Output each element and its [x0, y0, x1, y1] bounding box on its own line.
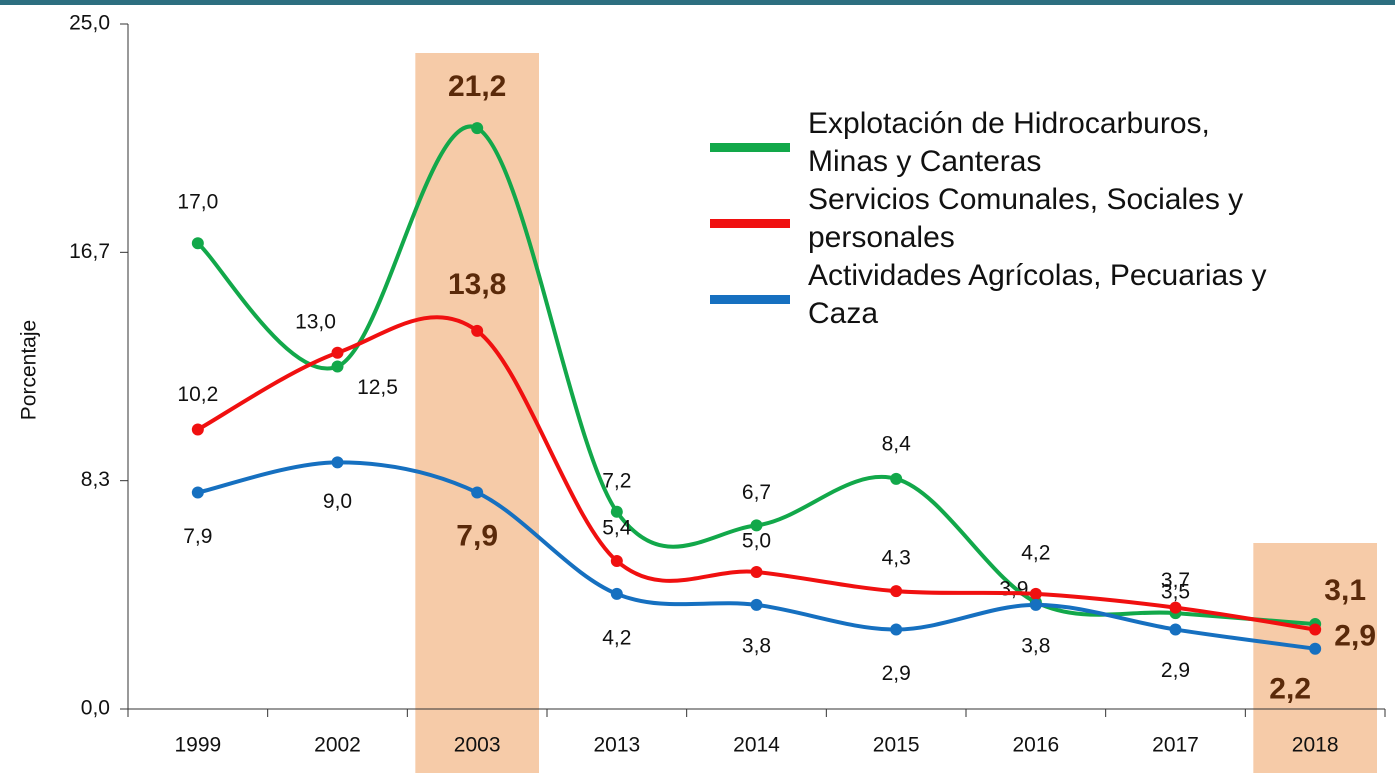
- data-point: [750, 598, 763, 611]
- legend-item: Actividades Agrícolas, Pecuarias y Caza: [705, 257, 1285, 333]
- y-tick-label: 8,3: [81, 468, 110, 491]
- x-tick-label: 2015: [873, 734, 920, 757]
- data-label: 3,8: [1021, 634, 1050, 657]
- data-label: 7,9: [183, 525, 212, 548]
- data-label: 5,0: [742, 530, 771, 553]
- series-line: [196, 315, 1316, 632]
- legend-item: Explotación de Hidrocarburos, Minas y Ca…: [705, 105, 1285, 181]
- legend: Explotación de Hidrocarburos, Minas y Ca…: [705, 105, 1285, 333]
- data-point: [331, 346, 344, 359]
- y-tick-label: 25,0: [69, 12, 110, 35]
- data-label: 2,9: [1334, 619, 1376, 652]
- top-bar: [0, 0, 1395, 5]
- x-tick-label: 2016: [1012, 734, 1059, 757]
- data-label: 7,2: [602, 469, 631, 492]
- data-point: [750, 519, 763, 532]
- data-point: [471, 122, 484, 135]
- data-label: 13,0: [295, 310, 336, 333]
- y-axis-label: Porcentaje: [18, 320, 41, 420]
- highlight-band: [415, 53, 539, 773]
- legend-label: Explotación de Hidrocarburos, Minas y Ca…: [808, 107, 1210, 178]
- data-point: [1169, 623, 1182, 636]
- data-label: 8,4: [882, 432, 912, 455]
- x-tick-label: 1999: [174, 734, 221, 757]
- x-tick-label: 2013: [593, 734, 640, 757]
- legend-label: Servicios Comunales, Sociales y personal…: [808, 183, 1244, 254]
- data-point: [890, 472, 903, 485]
- y-tick-label: 0,0: [81, 697, 110, 720]
- data-point: [890, 585, 903, 598]
- series-line: [197, 460, 1316, 651]
- data-point: [191, 423, 204, 436]
- data-point: [1309, 642, 1322, 655]
- x-tick-label: 2017: [1152, 734, 1199, 757]
- data-point: [331, 456, 344, 469]
- data-label: 3,9: [999, 578, 1028, 601]
- data-label: 3,8: [742, 634, 771, 657]
- legend-swatch: [710, 219, 790, 228]
- data-point: [1029, 598, 1042, 611]
- data-point: [331, 360, 344, 373]
- x-tick-label: 2014: [733, 734, 780, 757]
- data-label: 12,5: [357, 376, 398, 399]
- data-label: 10,2: [177, 383, 218, 406]
- data-label: 17,0: [177, 191, 218, 214]
- data-point: [610, 587, 623, 600]
- data-label: 3,1: [1324, 574, 1366, 607]
- data-point: [1029, 587, 1042, 600]
- data-point: [191, 486, 204, 499]
- data-label: 5,4: [602, 517, 632, 540]
- data-point: [191, 237, 204, 250]
- y-tick-label: 16,7: [69, 240, 110, 263]
- x-tick-label: 2018: [1292, 734, 1339, 757]
- legend-item: Servicios Comunales, Sociales y personal…: [705, 181, 1285, 257]
- data-label: 6,7: [742, 481, 771, 504]
- legend-label: Actividades Agrícolas, Pecuarias y Caza: [808, 259, 1267, 330]
- data-label: 2,9: [882, 662, 911, 685]
- x-tick-label: 2003: [454, 734, 501, 757]
- data-point: [1309, 623, 1322, 636]
- data-label: 4,3: [882, 547, 911, 570]
- data-label: 13,8: [448, 268, 506, 301]
- legend-swatch: [710, 295, 790, 304]
- data-point: [890, 623, 903, 636]
- data-label: 2,9: [1161, 659, 1190, 682]
- data-point: [610, 505, 623, 518]
- data-label: 3,5: [1161, 581, 1190, 604]
- series-line: [196, 124, 1316, 627]
- data-point: [610, 555, 623, 568]
- data-label: 3,7: [1161, 569, 1190, 592]
- data-point: [471, 486, 484, 499]
- x-tick-label: 2002: [314, 734, 361, 757]
- data-point: [750, 566, 763, 578]
- data-label: 4,2: [602, 626, 631, 649]
- data-label: 2,2: [1269, 673, 1311, 706]
- data-label: 9,0: [323, 490, 352, 513]
- data-label: 7,9: [456, 519, 498, 552]
- highlight-band: [1253, 543, 1377, 773]
- data-label: 21,2: [448, 70, 506, 103]
- legend-swatch: [710, 143, 790, 152]
- data-label: 4,2: [1021, 541, 1050, 564]
- data-point: [1169, 601, 1182, 614]
- data-point: [471, 324, 484, 337]
